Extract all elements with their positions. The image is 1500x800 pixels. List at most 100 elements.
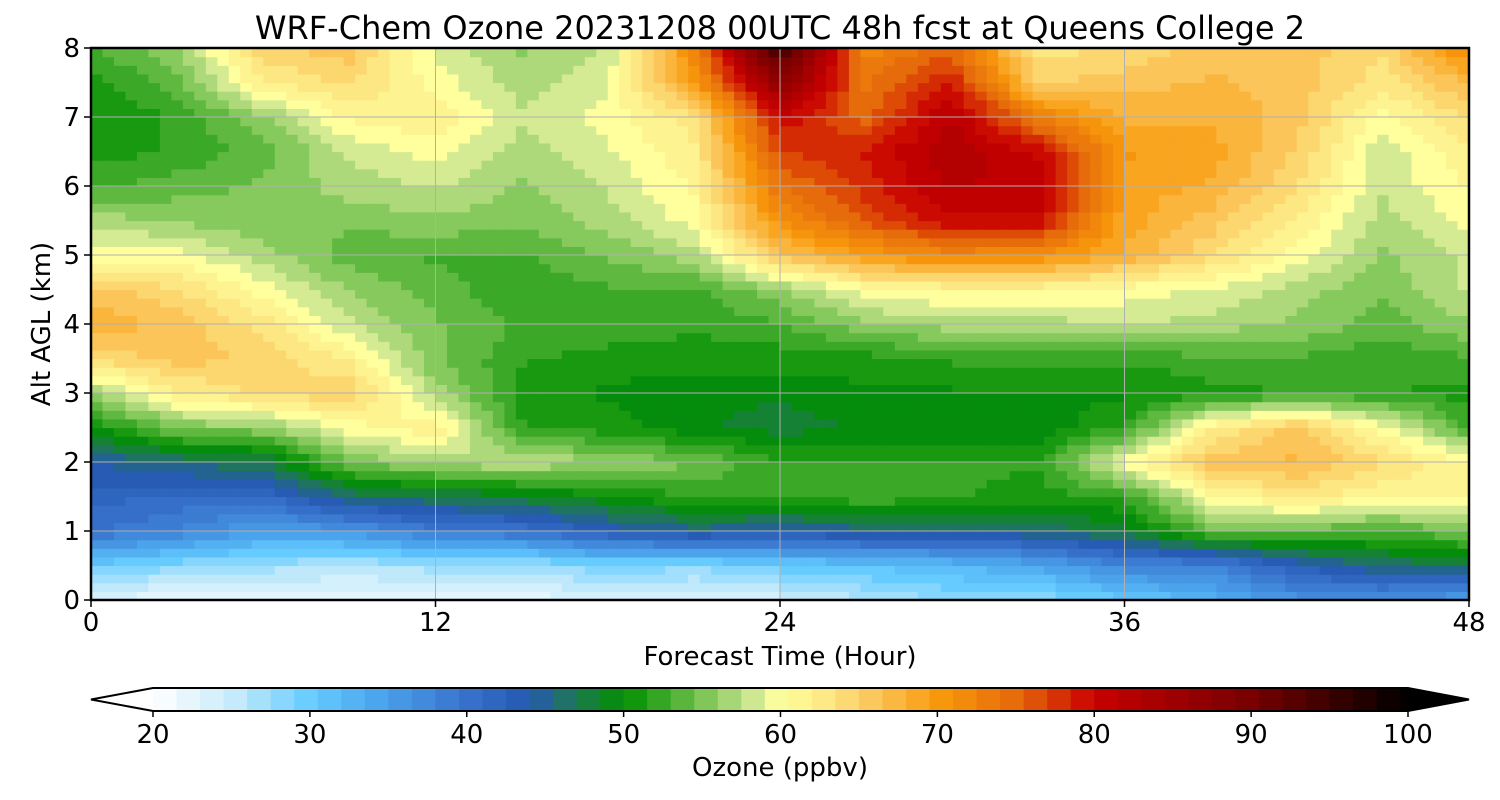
heatmap-cell xyxy=(125,349,138,360)
heatmap-cell xyxy=(998,341,1011,351)
heatmap-cell xyxy=(837,384,850,394)
heatmap-cell xyxy=(194,393,207,403)
heatmap-cell xyxy=(182,496,195,506)
heatmap-cell xyxy=(814,574,827,584)
heatmap-cell xyxy=(894,556,907,567)
heatmap-cell xyxy=(182,315,195,325)
heatmap-cell xyxy=(274,246,287,256)
heatmap-cell xyxy=(986,531,999,541)
heatmap-cell xyxy=(883,531,896,541)
heatmap-cell xyxy=(676,548,689,558)
heatmap-cell xyxy=(217,556,230,567)
heatmap-cell xyxy=(814,298,827,308)
heatmap-cell xyxy=(1216,462,1229,472)
heatmap-cell xyxy=(1101,358,1114,368)
heatmap-cell xyxy=(1078,582,1091,592)
heatmap-cell xyxy=(768,246,781,256)
heatmap-cell xyxy=(1423,565,1436,575)
heatmap-cell xyxy=(676,479,689,489)
heatmap-cell xyxy=(1147,263,1160,273)
heatmap-cell xyxy=(963,505,976,515)
heatmap-cell xyxy=(768,582,781,592)
heatmap-cell xyxy=(722,444,735,454)
heatmap-cell xyxy=(136,487,150,498)
heatmap-cell xyxy=(469,306,483,316)
heatmap-cell xyxy=(986,470,999,480)
heatmap-cell xyxy=(894,237,907,247)
heatmap-cell xyxy=(998,272,1011,282)
heatmap-cell xyxy=(446,479,460,489)
heatmap-cell xyxy=(1285,341,1298,351)
heatmap-cell xyxy=(917,315,930,325)
heatmap-cell xyxy=(148,298,161,308)
heatmap-cell xyxy=(1273,315,1286,325)
heatmap-cell xyxy=(596,306,609,316)
heatmap-cell xyxy=(481,332,494,342)
heatmap-cell xyxy=(263,298,276,308)
heatmap-cell xyxy=(1239,565,1252,575)
heatmap-cell xyxy=(125,255,138,265)
heatmap-cell xyxy=(1250,427,1263,437)
heatmap-cell xyxy=(1135,556,1149,567)
heatmap-cell xyxy=(550,418,563,429)
heatmap-cell xyxy=(1135,479,1149,489)
heatmap-cell xyxy=(883,453,896,463)
heatmap-cell xyxy=(492,289,505,299)
heatmap-cell xyxy=(791,358,804,368)
heatmap-cell xyxy=(91,358,104,368)
heatmap-cell xyxy=(320,531,333,541)
heatmap-cell xyxy=(1021,453,1034,463)
heatmap-cell xyxy=(1296,393,1309,403)
heatmap-cell xyxy=(1216,255,1229,265)
heatmap-cell xyxy=(1423,280,1436,291)
heatmap-cell xyxy=(1170,539,1183,549)
heatmap-cell xyxy=(837,306,850,316)
heatmap-cell xyxy=(469,453,483,463)
heatmap-cell xyxy=(642,237,655,247)
heatmap-cell xyxy=(148,453,161,463)
heatmap-cell xyxy=(378,332,391,342)
heatmap-cell xyxy=(240,556,253,567)
heatmap-cell xyxy=(1262,367,1275,377)
heatmap-cell xyxy=(1021,349,1034,360)
heatmap-cell xyxy=(1365,410,1378,420)
heatmap-cell xyxy=(412,565,425,575)
heatmap-cell xyxy=(263,565,276,575)
heatmap-cell xyxy=(1101,505,1114,515)
heatmap-cell xyxy=(389,556,402,567)
heatmap-cell xyxy=(159,289,172,299)
heatmap-cell xyxy=(825,324,839,334)
heatmap-cell xyxy=(366,393,379,403)
heatmap-cell xyxy=(871,237,884,247)
heatmap-cell xyxy=(791,401,804,411)
heatmap-cell xyxy=(1124,522,1137,532)
heatmap-cell xyxy=(596,565,609,575)
heatmap-cell xyxy=(596,453,609,463)
heatmap-cell xyxy=(1285,479,1298,489)
heatmap-cell xyxy=(1090,410,1103,420)
heatmap-cell xyxy=(642,272,655,282)
heatmap-cell xyxy=(952,324,965,334)
heatmap-cell xyxy=(791,237,804,247)
heatmap-cell xyxy=(263,272,276,282)
heatmap-cell xyxy=(1388,582,1401,592)
heatmap-cell xyxy=(848,401,861,411)
heatmap-cell xyxy=(780,522,793,532)
heatmap-cell xyxy=(757,255,770,265)
heatmap-cell xyxy=(906,479,919,489)
heatmap-cell xyxy=(1308,453,1321,463)
heatmap-cell xyxy=(1113,349,1126,360)
heatmap-cell xyxy=(355,246,368,256)
heatmap-cell xyxy=(1044,384,1057,394)
heatmap-cell xyxy=(1400,280,1413,291)
heatmap-cell xyxy=(125,487,138,498)
heatmap-cell xyxy=(527,341,540,351)
heatmap-cell xyxy=(148,341,161,351)
heatmap-cell xyxy=(1216,349,1229,360)
heatmap-cell xyxy=(986,505,999,515)
heatmap-cell xyxy=(780,367,793,377)
heatmap-cell xyxy=(734,522,747,532)
heatmap-cell xyxy=(309,470,322,480)
heatmap-cell xyxy=(1354,453,1367,463)
heatmap-cell xyxy=(435,255,448,265)
